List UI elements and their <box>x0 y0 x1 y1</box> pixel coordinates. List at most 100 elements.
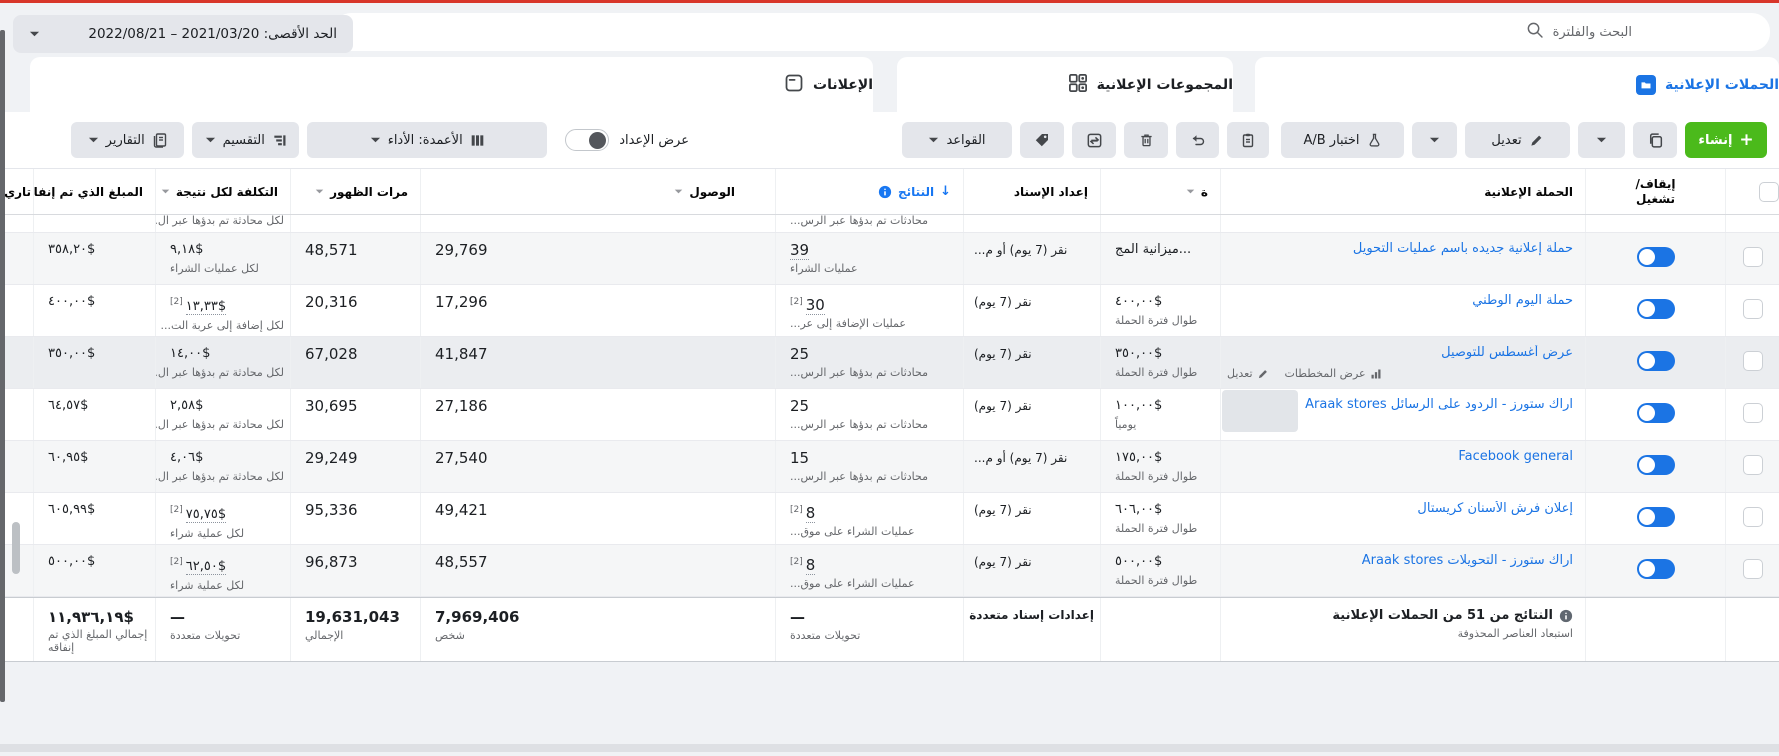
breakdown-button[interactable]: التقسيم <box>192 122 300 158</box>
column-header-on-off[interactable]: إيقاف/تشغيل <box>1585 169 1725 214</box>
column-header-attribution[interactable]: إعداد الإسناد <box>963 169 1100 214</box>
create-button[interactable]: + إنشاء <box>1685 122 1767 158</box>
table-scrollbar-thumb[interactable] <box>12 522 20 574</box>
cost-per-result-value[interactable]: ٧٥,٧٥$ <box>185 507 227 523</box>
results-value[interactable]: 15 <box>790 449 810 467</box>
campaign-name-link[interactable]: Facebook general <box>1458 449 1573 464</box>
footer-impressions-sub: الإجمالي <box>305 629 344 642</box>
footer-impressions: 19,631,043 <box>305 608 400 626</box>
campaign-name-link[interactable]: حملة إعلانية جديده باسم عمليات التحويل <box>1352 241 1573 256</box>
campaign-name-link[interactable]: عرض أغسطس للتوصيل <box>1441 345 1573 360</box>
cost-per-result-value[interactable]: ٢,٥٨$ <box>170 398 204 413</box>
column-header-impressions[interactable]: مرات الظهور <box>290 169 420 214</box>
column-header-cost-per-result[interactable]: التكلفة لكل نتيجة <box>155 169 290 214</box>
budget-sub-label: طوال فترة الحملة <box>1115 366 1198 379</box>
campaign-on-off-toggle[interactable] <box>1636 247 1675 267</box>
footer-spent-sub: إجمالي المبلغ الذي تم إنفاقه <box>48 628 148 654</box>
columns-button[interactable]: الأعمدة: الأداء <box>307 122 548 158</box>
campaign-name-link[interactable]: اراك ستورز - التحويلات Araak stores <box>1361 553 1573 568</box>
delete-button[interactable] <box>1124 122 1168 158</box>
results-value[interactable]: 8 <box>805 504 816 523</box>
row-checkbox[interactable] <box>1742 559 1763 579</box>
results-value[interactable]: 25 <box>790 345 810 363</box>
tag-button[interactable] <box>1020 122 1064 158</box>
search-input[interactable]: البحث والفلترة <box>333 13 1770 51</box>
cost-per-result-value[interactable]: ٦٢,٥٠$ <box>185 559 227 575</box>
view-charts-link[interactable]: عرض المخططات <box>1285 367 1382 380</box>
clipped-table-row: محادثات تم بدؤها عبر الرس... لكل محادثة … <box>0 215 1779 233</box>
campaign-on-off-toggle[interactable] <box>1636 507 1675 527</box>
table-footer-totals: النتائج من 51 من الحملات الإعلانية استبع… <box>0 597 1779 661</box>
hover-tooltip-placeholder <box>1222 390 1298 432</box>
results-value[interactable]: 25 <box>790 397 810 415</box>
tab-ad-sets[interactable]: المجموعات الإعلانية <box>897 57 1233 112</box>
campaign-on-off-toggle[interactable] <box>1636 559 1675 579</box>
undo-button[interactable] <box>1176 122 1219 158</box>
row-checkbox[interactable] <box>1742 351 1763 371</box>
row-checkbox[interactable] <box>1742 403 1763 423</box>
column-header-amount-spent[interactable]: المبلغ الذي تم إنفاقه <box>33 169 155 214</box>
sort-caret-icon <box>1186 189 1195 194</box>
tab-campaigns[interactable]: الحملات الإعلانية <box>1255 57 1779 112</box>
column-header-budget[interactable]: ة <box>1100 169 1220 214</box>
page-scrollbar-thumb[interactable] <box>0 30 5 702</box>
table-row: عرض أغسطس للتوصيل عرض المخططات تعديل ٣٥٠… <box>0 337 1779 389</box>
ab-swap-button[interactable] <box>1072 122 1116 158</box>
column-header-results[interactable]: ↓ النتائج <box>775 169 963 214</box>
results-value[interactable]: 39 <box>790 241 810 260</box>
campaign-name-link[interactable]: إعلان فرش الأسنان كريستال <box>1417 501 1573 516</box>
plus-icon: + <box>1739 129 1754 150</box>
column-header-campaign[interactable]: الحملة الإعلانية <box>1220 169 1585 214</box>
row-checkbox[interactable] <box>1742 455 1763 475</box>
budget-value: ميزانية المج... <box>1115 242 1192 257</box>
row-checkbox[interactable] <box>1742 247 1763 267</box>
results-sub-label: محادثات تم بدؤها عبر الرس... <box>790 366 929 379</box>
date-range-button[interactable]: الحد الأقصى: 2021/03/20 – 2022/08/21 <box>13 15 353 53</box>
select-all-checkbox-cell <box>1725 169 1779 214</box>
ads-icon <box>784 73 804 97</box>
row-checkbox[interactable] <box>1742 299 1763 319</box>
setup-view-toggle[interactable] <box>565 129 610 151</box>
cost-per-result-value[interactable]: ٩,١٨$ <box>170 242 204 257</box>
paste-button[interactable] <box>1227 122 1269 158</box>
rules-button[interactable]: القواعد <box>902 122 1012 158</box>
results-value[interactable]: 8 <box>805 556 816 575</box>
campaign-on-off-toggle[interactable] <box>1636 299 1675 319</box>
footnote-ref: [2] <box>790 297 803 307</box>
edit-dropdown-button[interactable] <box>1412 122 1457 158</box>
cost-per-result-value[interactable]: ١٣,٣٣$ <box>185 299 227 315</box>
results-value[interactable]: 30 <box>805 296 825 315</box>
campaign-name-link[interactable]: اراك ستورز - الردود على الرسائل Araak st… <box>1305 397 1573 412</box>
row-checkbox[interactable] <box>1742 507 1763 527</box>
reports-button[interactable]: التقارير <box>71 122 185 158</box>
reach-value: 49,421 <box>435 501 488 519</box>
info-icon[interactable] <box>1559 609 1573 623</box>
campaign-name-link[interactable]: حملة اليوم الوطني <box>1472 293 1573 308</box>
budget-sub-label: طوال فترة الحملة <box>1115 574 1198 587</box>
footer-title: النتائج من 51 من الحملات الإعلانية <box>1332 608 1553 623</box>
edit-button[interactable]: تعديل <box>1465 122 1570 158</box>
reports-icon <box>153 133 166 148</box>
campaign-on-off-toggle[interactable] <box>1636 455 1675 475</box>
ab-test-button[interactable]: اختبار A/B <box>1281 122 1404 158</box>
campaign-on-off-toggle[interactable] <box>1636 351 1675 371</box>
info-icon[interactable] <box>878 185 892 199</box>
horizontal-scrollbar[interactable] <box>0 744 1779 752</box>
cost-per-result-value[interactable]: ٤,٠٦$ <box>170 450 204 465</box>
select-all-checkbox[interactable] <box>1759 181 1779 202</box>
tab-ads[interactable]: الإعلانات <box>30 57 873 112</box>
pencil-icon <box>1530 135 1541 146</box>
column-header-reach[interactable]: الوصول <box>420 169 775 214</box>
budget-sub-label: يومياً <box>1115 418 1137 431</box>
footer-results-sub: تحويلات متعددة <box>790 629 861 642</box>
footnote-ref: [2] <box>170 505 183 515</box>
duplicate-button[interactable] <box>1633 122 1677 158</box>
cost-per-result-value[interactable]: ١٤,٠٠$ <box>170 346 211 361</box>
campaign-on-off-toggle[interactable] <box>1636 403 1675 423</box>
edit-link[interactable]: تعديل <box>1227 367 1269 380</box>
breakdown-label: التقسيم <box>222 132 265 148</box>
top-accent-line <box>0 0 1779 3</box>
clipboard-icon <box>1242 133 1254 148</box>
column-header-date[interactable]: تاري <box>4 184 31 199</box>
du plicate-dropdown-button[interactable] <box>1578 122 1625 158</box>
